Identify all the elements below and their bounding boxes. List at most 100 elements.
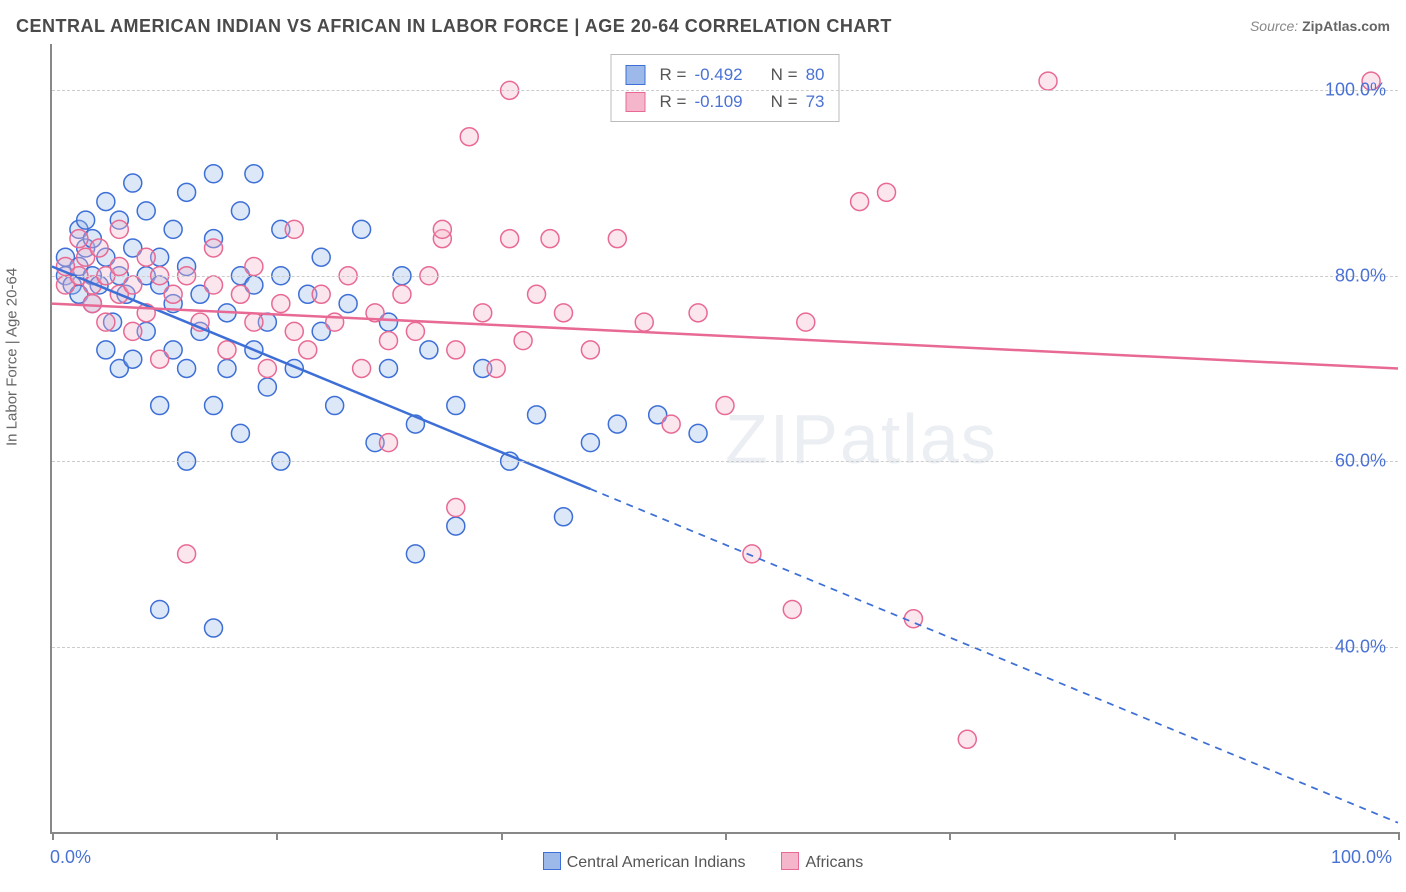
data-point	[406, 545, 424, 563]
gridline	[52, 276, 1398, 277]
data-point	[218, 359, 236, 377]
legend-n-value: 73	[806, 88, 825, 115]
data-point	[231, 202, 249, 220]
y-tick-label: 80.0%	[1335, 265, 1386, 286]
data-point	[164, 220, 182, 238]
data-point	[124, 322, 142, 340]
data-point	[743, 545, 761, 563]
x-tick	[501, 832, 503, 840]
source-prefix: Source:	[1250, 18, 1302, 34]
legend-r-label: R =	[660, 61, 687, 88]
data-point	[312, 285, 330, 303]
data-point	[514, 332, 532, 350]
data-point	[124, 174, 142, 192]
data-point	[797, 313, 815, 331]
legend-swatch	[626, 65, 646, 85]
correlation-legend: R = -0.492N = 80R = -0.109N = 73	[611, 54, 840, 122]
data-point	[178, 545, 196, 563]
data-point	[447, 397, 465, 415]
y-tick-label: 40.0%	[1335, 636, 1386, 657]
data-point	[380, 434, 398, 452]
gridline	[52, 647, 1398, 648]
data-point	[97, 341, 115, 359]
data-point	[205, 276, 223, 294]
data-point	[70, 230, 88, 248]
data-point	[178, 359, 196, 377]
data-point	[151, 397, 169, 415]
x-tick	[52, 832, 54, 840]
legend-n-label: N =	[771, 61, 798, 88]
data-point	[178, 183, 196, 201]
data-point	[460, 128, 478, 146]
legend-n-value: 80	[806, 61, 825, 88]
legend-label: Africans	[805, 854, 863, 871]
data-point	[581, 434, 599, 452]
data-point	[164, 285, 182, 303]
plot-area: ZIPatlas R = -0.492N = 80R = -0.109N = 7…	[50, 44, 1398, 834]
x-tick	[1174, 832, 1176, 840]
data-point	[581, 341, 599, 359]
scatter-svg	[52, 44, 1398, 832]
data-point	[137, 202, 155, 220]
x-tick	[949, 832, 951, 840]
series-legend: Central American Indians Africans	[0, 852, 1406, 872]
data-point	[353, 359, 371, 377]
legend-item: Central American Indians	[543, 852, 746, 872]
legend-r-value: -0.109	[694, 88, 742, 115]
data-point	[851, 193, 869, 211]
data-point	[501, 230, 519, 248]
y-tick-label: 60.0%	[1335, 451, 1386, 472]
data-point	[245, 257, 263, 275]
data-point	[380, 359, 398, 377]
x-tick	[1398, 832, 1400, 840]
data-point	[689, 424, 707, 442]
data-point	[474, 304, 492, 322]
data-point	[299, 341, 317, 359]
data-point	[245, 313, 263, 331]
y-axis-label: In Labor Force | Age 20-64	[4, 268, 21, 446]
data-point	[406, 322, 424, 340]
gridline	[52, 90, 1398, 91]
legend-swatch	[543, 852, 561, 870]
data-point	[205, 239, 223, 257]
data-point	[218, 341, 236, 359]
data-point	[272, 295, 290, 313]
data-point	[258, 359, 276, 377]
data-point	[97, 313, 115, 331]
data-point	[528, 406, 546, 424]
gridline	[52, 461, 1398, 462]
data-point	[137, 248, 155, 266]
data-point	[433, 220, 451, 238]
data-point	[393, 285, 411, 303]
legend-row: R = -0.109 N = 73	[626, 88, 825, 115]
data-point	[110, 220, 128, 238]
legend-r-label: R =	[660, 88, 687, 115]
data-point	[541, 230, 559, 248]
trend-line-extrapolated	[590, 489, 1398, 823]
legend-swatch	[781, 852, 799, 870]
legend-n-label: N =	[771, 88, 798, 115]
x-tick	[725, 832, 727, 840]
data-point	[205, 165, 223, 183]
data-point	[528, 285, 546, 303]
data-point	[878, 183, 896, 201]
data-point	[83, 295, 101, 313]
data-point	[245, 165, 263, 183]
legend-swatch	[626, 92, 646, 112]
y-tick-label: 100.0%	[1325, 80, 1386, 101]
data-point	[124, 350, 142, 368]
data-point	[447, 499, 465, 517]
data-point	[285, 322, 303, 340]
data-point	[205, 397, 223, 415]
data-point	[554, 508, 572, 526]
data-point	[258, 378, 276, 396]
source-credit: Source: ZipAtlas.com	[1250, 18, 1390, 34]
data-point	[1039, 72, 1057, 90]
chart-title: CENTRAL AMERICAN INDIAN VS AFRICAN IN LA…	[16, 16, 892, 37]
data-point	[662, 415, 680, 433]
data-point	[151, 601, 169, 619]
source-name: ZipAtlas.com	[1302, 18, 1390, 34]
data-point	[231, 285, 249, 303]
data-point	[110, 257, 128, 275]
data-point	[420, 341, 438, 359]
